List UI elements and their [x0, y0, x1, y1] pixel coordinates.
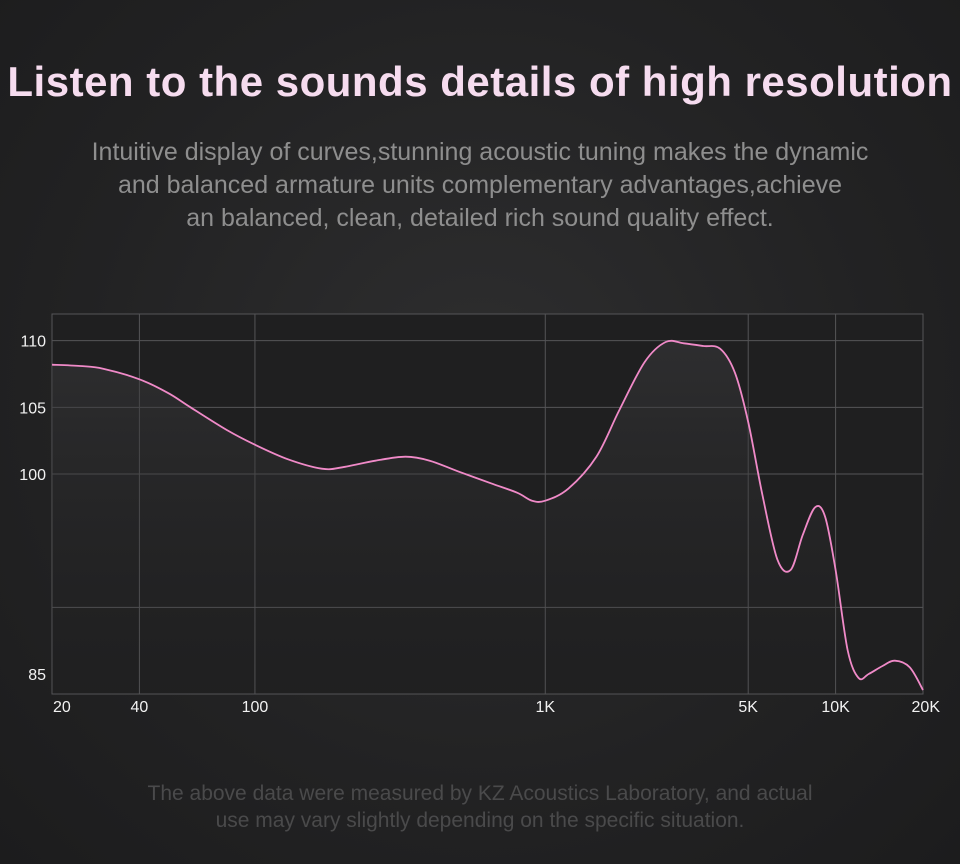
- x-tick-label: 100: [242, 699, 269, 716]
- subtitle-line: an balanced, clean, detailed rich sound …: [186, 204, 774, 232]
- y-tick-label: 110: [20, 334, 46, 351]
- page-title: Listen to the sounds details of high res…: [7, 58, 953, 105]
- y-tick-labels: 110 105 100 85: [19, 334, 46, 684]
- footnote: The above data were measured by KZ Acous…: [80, 780, 880, 834]
- subtitle: Intuitive display of curves,stunning aco…: [40, 136, 920, 235]
- y-tick-label: 100: [19, 467, 46, 484]
- x-tick-label: 40: [131, 699, 149, 716]
- x-tick-labels: 20 40 100 1K 5K 10K 20K: [53, 699, 940, 716]
- x-tick-label: 20K: [912, 699, 941, 716]
- y-tick-label: 105: [19, 400, 46, 417]
- frequency-response-line: [51, 339, 924, 691]
- y-tick-label: 85: [28, 667, 46, 684]
- subtitle-line: Intuitive display of curves,stunning aco…: [91, 138, 869, 166]
- x-tick-label: 20: [53, 699, 71, 716]
- curve-area-fill: [52, 340, 923, 694]
- footnote-line: The above data were measured by KZ Acous…: [147, 782, 813, 805]
- x-tick-label: 10K: [821, 699, 850, 716]
- x-tick-label: 1K: [535, 699, 555, 716]
- x-tick-label: 5K: [738, 699, 758, 716]
- subtitle-line: and balanced armature units complementar…: [117, 171, 843, 199]
- footnote-line: use may vary slightly depending on the s…: [215, 809, 745, 832]
